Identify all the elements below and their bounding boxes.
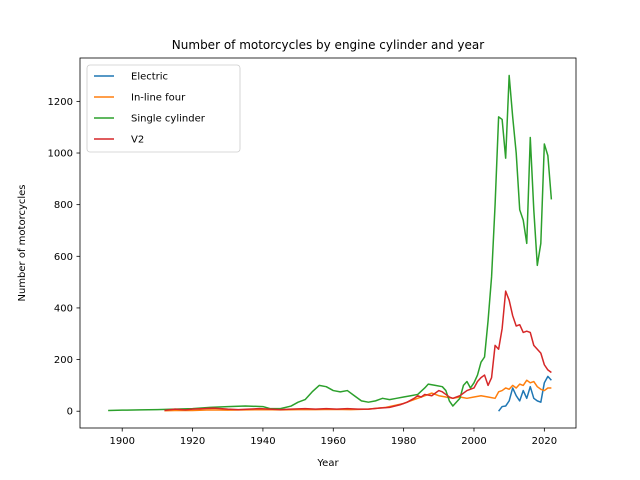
y-tick-label: 600 <box>54 252 73 263</box>
x-tick-label: 1900 <box>109 436 134 447</box>
x-axis-label: Year <box>316 458 339 469</box>
y-axis-label: Number of motorcycles <box>17 184 28 301</box>
legend: Electric In-line four Single cylinder V2 <box>86 64 241 153</box>
y-tick-label: 800 <box>54 200 73 211</box>
x-tick-label: 2020 <box>532 436 557 447</box>
y-tick-label: 0 <box>67 407 73 418</box>
chart-title: Number of motorcycles by engine cylinder… <box>172 38 484 52</box>
legend-label: In-line four <box>131 93 186 104</box>
y-tick-label: 1000 <box>48 149 73 160</box>
y-tick-label: 200 <box>54 355 73 366</box>
series-line-v2 <box>164 290 552 412</box>
x-axis: 1900 1920 1940 1960 1980 2000 2020 <box>109 428 557 447</box>
x-tick-label: 1980 <box>391 436 416 447</box>
y-tick-label: 400 <box>54 303 73 314</box>
x-tick-label: 1940 <box>250 436 275 447</box>
series-line-single-cylinder <box>108 74 553 412</box>
x-tick-label: 1960 <box>321 436 346 447</box>
legend-label: V2 <box>131 135 144 146</box>
y-axis: 0 200 400 600 800 1000 1200 <box>48 97 80 418</box>
x-tick-label: 2000 <box>461 436 486 447</box>
legend-box <box>86 64 241 153</box>
legend-label: Electric <box>131 72 168 83</box>
plot-frame <box>79 57 577 429</box>
series-layer <box>108 74 553 412</box>
legend-label: Single cylinder <box>131 114 206 125</box>
series-line-electric <box>498 375 552 412</box>
y-tick-label: 1200 <box>48 97 73 108</box>
x-tick-label: 1920 <box>180 436 205 447</box>
